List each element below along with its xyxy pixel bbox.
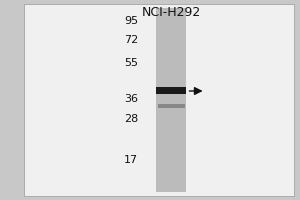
Text: 36: 36 — [124, 94, 138, 104]
FancyBboxPatch shape — [24, 4, 294, 196]
Text: 28: 28 — [124, 114, 138, 124]
FancyBboxPatch shape — [156, 87, 186, 94]
FancyBboxPatch shape — [156, 8, 186, 192]
Text: 72: 72 — [124, 35, 138, 45]
Text: 17: 17 — [124, 155, 138, 165]
Text: 55: 55 — [124, 58, 138, 68]
FancyBboxPatch shape — [158, 104, 184, 108]
Text: NCI-H292: NCI-H292 — [141, 6, 201, 19]
Text: 95: 95 — [124, 16, 138, 26]
